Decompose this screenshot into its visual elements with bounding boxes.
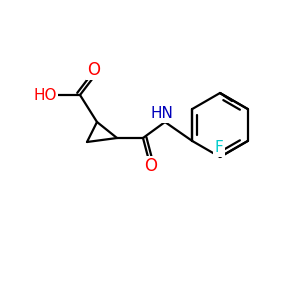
Text: HN: HN: [151, 106, 173, 122]
Text: O: O: [88, 61, 100, 79]
Text: HO: HO: [33, 88, 57, 103]
Text: O: O: [145, 157, 158, 175]
Text: F: F: [214, 140, 224, 155]
